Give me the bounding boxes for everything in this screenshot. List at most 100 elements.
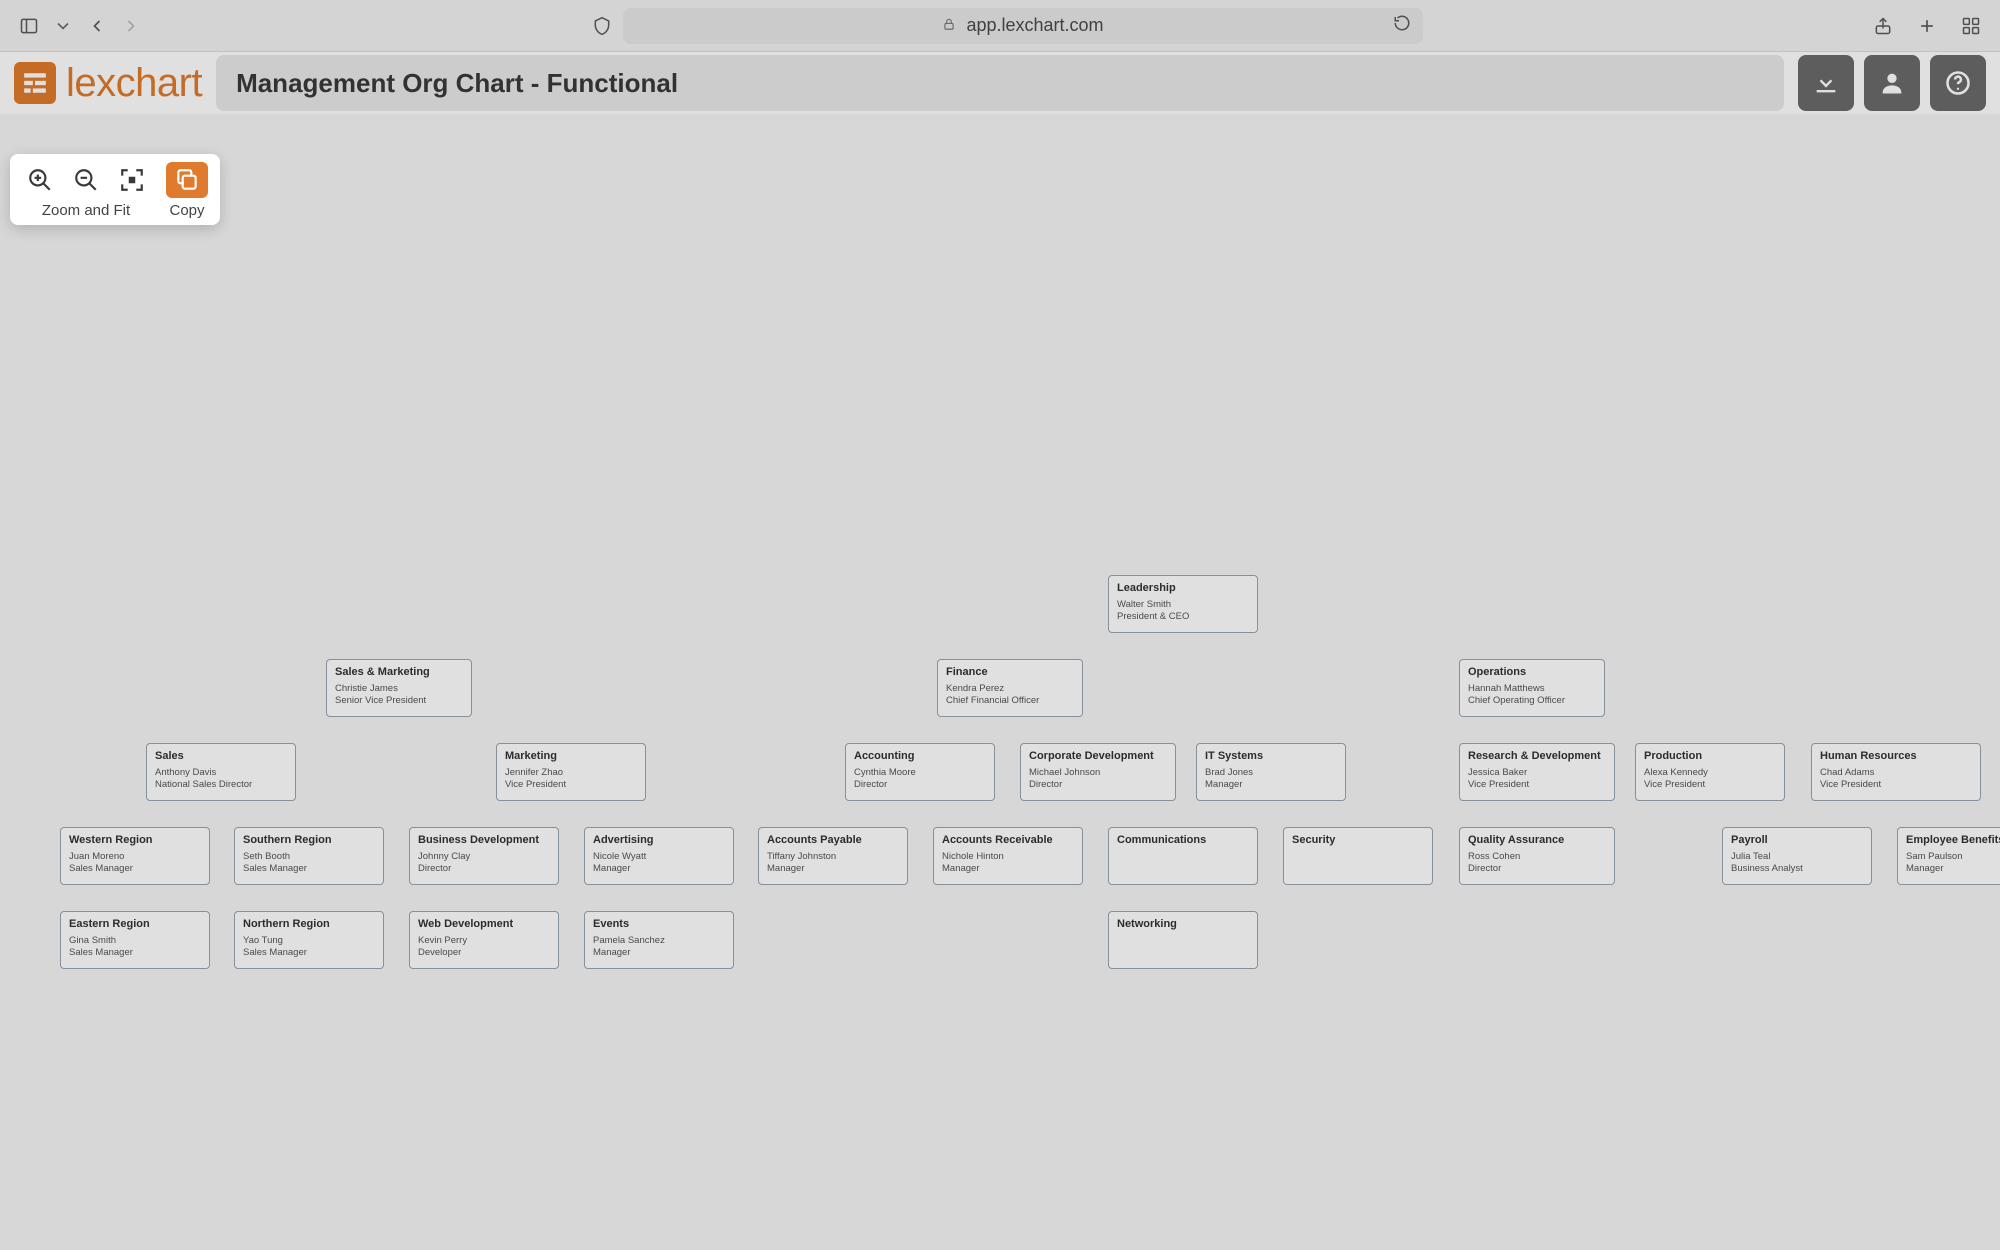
org-node-title: Accounts Payable [767,834,899,848]
org-node[interactable]: Research & DevelopmentJessica BakerVice … [1459,743,1615,801]
org-node-name: Walter Smith [1117,599,1249,611]
org-node-title: Quality Assurance [1468,834,1606,848]
org-node[interactable]: Business Development Johnny ClayDirector [409,827,559,885]
new-tab-icon[interactable] [1916,15,1938,37]
logo-mark-icon [14,62,56,104]
org-node-role: Manager [767,863,899,875]
org-node-name: Kevin Perry [418,935,550,947]
org-node-role: Vice President [505,779,637,791]
fit-screen-button[interactable] [114,162,150,198]
org-node-role: Director [1029,779,1167,791]
org-node-name: Kendra Perez [946,683,1074,695]
url-field[interactable]: app.lexchart.com [623,8,1423,44]
org-node-role: Director [418,863,550,875]
org-node[interactable]: Sales & MarketingChristie JamesSenior Vi… [326,659,472,717]
help-button[interactable] [1930,55,1986,111]
org-node[interactable]: Eastern RegionGina SmithSales Manager [60,911,210,969]
org-node[interactable]: Human ResourcesChad AdamsVice President [1811,743,1981,801]
share-icon[interactable] [1872,15,1894,37]
privacy-shield-icon[interactable] [591,15,613,37]
download-button[interactable] [1798,55,1854,111]
org-node-title: Employee Benefits [1906,834,2000,848]
org-node[interactable]: AdvertisingNicole WyattManager [584,827,734,885]
org-node[interactable]: Quality AssuranceRoss CohenDirector [1459,827,1615,885]
org-node[interactable]: Security [1283,827,1433,885]
org-node[interactable]: Northern RegionYao TungSales Manager [234,911,384,969]
org-node-name: Tiffany Johnston [767,851,899,863]
org-node-title: Corporate Development [1029,750,1167,764]
org-node[interactable]: EventsPamela SanchezManager [584,911,734,969]
document-title-input[interactable]: Management Org Chart - Functional [216,55,1784,111]
org-node-name: Hannah Matthews [1468,683,1596,695]
sidebar-toggle-icon[interactable] [18,15,40,37]
org-node-title: Communications [1117,834,1249,848]
org-node[interactable]: Marketing Jennifer ZhaoVice President [496,743,646,801]
zoom-out-button[interactable] [68,162,104,198]
org-node-name: Johnny Clay [418,851,550,863]
tab-overview-icon[interactable] [1960,15,1982,37]
org-node-role: Sales Manager [69,947,201,959]
org-node-name: Chad Adams [1820,767,1972,779]
zoom-in-button[interactable] [22,162,58,198]
org-node-name: Julia Teal [1731,851,1863,863]
org-node[interactable]: AccountingCynthia MooreDirector [845,743,995,801]
org-node[interactable]: SalesAnthony DavisNational Sales Directo… [146,743,296,801]
org-node-title: Finance [946,666,1074,680]
org-node-name: Yao Tung [243,935,375,947]
org-node-title: Security [1292,834,1424,848]
org-node-role: Vice President [1468,779,1606,791]
org-node[interactable]: LeadershipWalter SmithPresident & CEO [1108,575,1258,633]
org-node-role: Chief Operating Officer [1468,695,1596,707]
org-node-name: Gina Smith [69,935,201,947]
org-node-name: Michael Johnson [1029,767,1167,779]
org-node-role: Manager [1205,779,1337,791]
org-node[interactable]: ProductionAlexa KennedyVice President [1635,743,1785,801]
org-node-name: Christie James [335,683,463,695]
org-chart-canvas[interactable]: LeadershipWalter SmithPresident & CEO Sal… [0,240,2000,1250]
org-node[interactable]: Web DevelopmentKevin PerryDeveloper [409,911,559,969]
org-node[interactable]: Corporate Development Michael JohnsonDire… [1020,743,1176,801]
copy-label: Copy [169,202,204,219]
org-node-title: Sales [155,750,287,764]
org-node[interactable]: Accounts ReceivableNichole HintonManager [933,827,1083,885]
org-node[interactable]: PayrollJulia TealBusiness Analyst [1722,827,1872,885]
org-node[interactable]: FinanceKendra PerezChief Financial Offic… [937,659,1083,717]
org-node[interactable]: Western RegionJuan MorenoSales Manager [60,827,210,885]
org-node-title: Business Development [418,834,550,848]
org-node-title: Western Region [69,834,201,848]
org-node-name: Nicole Wyatt [593,851,725,863]
org-node[interactable]: Operations Hannah MatthewsChief Operating… [1459,659,1605,717]
org-node-role: Sales Manager [69,863,201,875]
org-node-title: Northern Region [243,918,375,932]
org-node-name: Jessica Baker [1468,767,1606,779]
refresh-icon[interactable] [1393,14,1411,37]
org-node[interactable]: IT SystemsBrad JonesManager [1196,743,1346,801]
org-node-title: Operations [1468,666,1596,680]
app-logo[interactable]: lexchart [14,61,202,106]
org-node[interactable]: Employee BenefitsSam PaulsonManager [1897,827,2000,885]
org-node[interactable]: Accounts Payable Tiffany JohnstonManager [758,827,908,885]
org-node-name: Ross Cohen [1468,851,1606,863]
org-node[interactable]: Southern RegionSeth BoothSales Manager [234,827,384,885]
org-chart-edges [0,240,300,390]
forward-button [120,15,142,37]
zoom-fit-label: Zoom and Fit [42,202,130,219]
browser-chrome: app.lexchart.com [0,0,2000,52]
copy-button[interactable] [166,162,208,198]
org-node-title: Production [1644,750,1776,764]
org-node-name: Jennifer Zhao [505,767,637,779]
org-node-title: Southern Region [243,834,375,848]
account-button[interactable] [1864,55,1920,111]
org-node-name: Cynthia Moore [854,767,986,779]
app-header: lexchart Management Org Chart - Function… [0,52,2000,114]
chevron-down-icon[interactable] [52,15,74,37]
back-button[interactable] [86,15,108,37]
org-node[interactable]: Communications [1108,827,1258,885]
org-node-role: Vice President [1820,779,1972,791]
org-node-title: Marketing [505,750,637,764]
org-node-title: Advertising [593,834,725,848]
org-node-title: Sales & Marketing [335,666,463,680]
org-node-role: Director [854,779,986,791]
org-node[interactable]: Networking [1108,911,1258,969]
org-node-role: Vice President [1644,779,1776,791]
